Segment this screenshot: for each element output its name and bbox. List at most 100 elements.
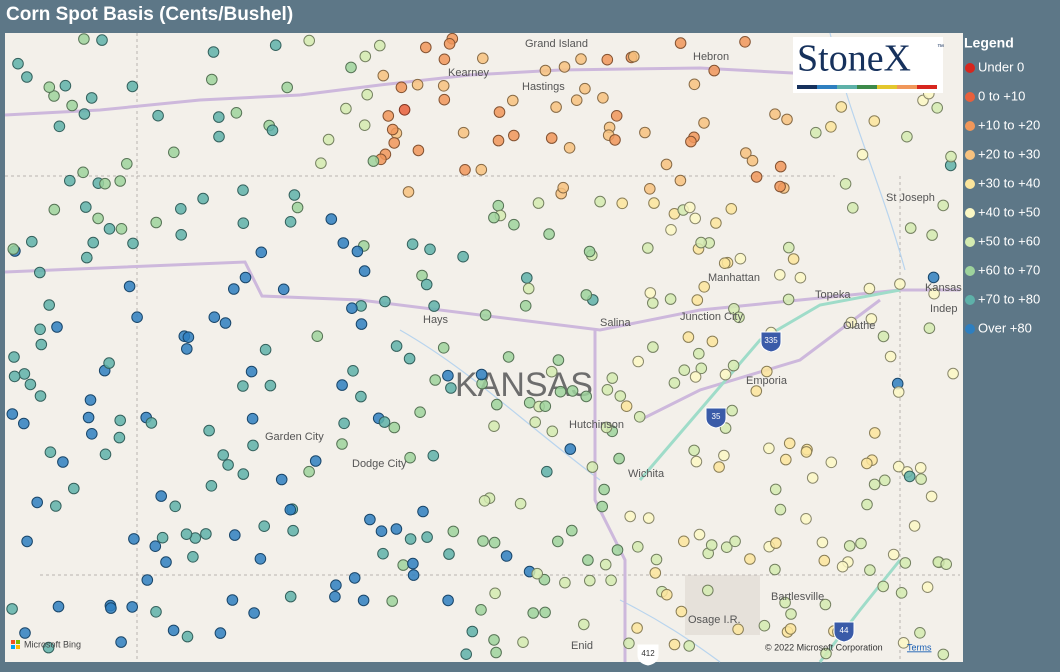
location-dot	[217, 449, 229, 461]
location-dot	[420, 41, 432, 54]
location-dot	[355, 318, 368, 330]
location-dot	[782, 293, 795, 306]
location-dot	[145, 417, 158, 429]
terms-link[interactable]: Terms	[907, 642, 932, 652]
location-dot	[237, 217, 250, 229]
state-border	[5, 33, 960, 662]
location-dot	[940, 558, 953, 571]
location-dot	[246, 412, 259, 425]
location-dot	[718, 257, 731, 270]
road	[639, 298, 881, 422]
location-dot	[490, 646, 502, 659]
location-dot	[82, 411, 95, 424]
location-dot	[770, 537, 782, 549]
location-dot	[416, 269, 428, 282]
location-dot	[378, 416, 391, 428]
location-dot	[303, 465, 315, 478]
location-dot	[693, 347, 705, 360]
location-dot	[539, 606, 551, 619]
location-dot	[222, 459, 234, 471]
location-dot	[175, 203, 187, 215]
location-dot	[897, 637, 910, 649]
place-label: Enid	[571, 640, 593, 652]
location-dot	[388, 137, 401, 149]
location-dot	[750, 171, 763, 183]
logo-stripe	[817, 85, 837, 89]
location-dot	[402, 186, 415, 198]
location-dot	[649, 567, 662, 579]
location-dot	[915, 473, 927, 485]
location-dot	[488, 211, 500, 224]
map: KANSAS	[4, 32, 963, 663]
location-dot	[713, 461, 725, 473]
location-dot	[698, 117, 710, 129]
legend-swatch	[965, 121, 975, 131]
location-dot	[925, 490, 938, 503]
logo-stripe	[897, 85, 917, 89]
location-dot	[584, 574, 596, 587]
location-dot	[825, 456, 838, 469]
location-dot	[479, 309, 492, 321]
location-dot	[80, 201, 92, 213]
location-dot	[674, 174, 687, 187]
location-dot	[600, 421, 613, 434]
legend-label: +60 to +70	[978, 262, 1040, 277]
location-dot	[355, 390, 367, 403]
location-dot	[668, 377, 681, 389]
location-dot	[404, 451, 416, 464]
location-dot	[214, 627, 227, 639]
location-dot	[894, 278, 906, 290]
location-dot	[379, 295, 391, 308]
location-dot	[668, 638, 681, 651]
location-dot	[693, 528, 706, 541]
location-dot	[181, 343, 193, 355]
location-dot	[329, 590, 341, 603]
location-dot	[269, 39, 282, 52]
legend-label: +70 to +80	[978, 291, 1040, 306]
location-dot	[284, 590, 297, 603]
location-dot	[386, 595, 399, 607]
location-dot	[424, 243, 436, 256]
location-dot	[390, 523, 403, 535]
location-dot	[552, 535, 564, 548]
location-dot	[691, 294, 704, 306]
highway-shield	[637, 644, 659, 666]
location-dot	[623, 637, 635, 650]
location-dot	[847, 202, 859, 214]
location-dot	[718, 449, 730, 462]
location-dot	[443, 548, 455, 560]
place-label: Wichita	[628, 468, 665, 480]
location-dot	[114, 175, 126, 187]
location-dot	[429, 374, 442, 386]
location-dot	[769, 108, 781, 120]
place-label: Salina	[600, 317, 631, 329]
state-label: KANSAS	[455, 366, 593, 404]
location-dot	[488, 634, 500, 646]
location-dot	[904, 222, 917, 234]
location-dot	[531, 567, 544, 580]
location-dot	[887, 548, 900, 561]
location-dot	[628, 50, 640, 63]
location-dot	[678, 364, 691, 377]
location-dot	[291, 201, 304, 214]
highway-number: 412	[641, 649, 655, 658]
highway-shield	[760, 331, 782, 353]
location-dot	[437, 342, 450, 354]
location-dot	[616, 197, 629, 210]
location-dot	[197, 192, 209, 205]
location-dot	[928, 287, 940, 300]
road	[593, 330, 627, 662]
location-dot	[8, 351, 20, 363]
location-dot	[931, 102, 944, 114]
logo-stripe	[877, 85, 897, 89]
ms-logo	[16, 645, 20, 649]
location-dot	[348, 572, 361, 584]
location-dot	[259, 343, 272, 356]
location-dot	[99, 177, 111, 190]
location-dot	[337, 237, 350, 249]
location-dot	[502, 351, 515, 363]
location-dot	[763, 442, 775, 455]
location-dot	[780, 453, 792, 466]
location-dot	[685, 135, 697, 148]
location-dot	[631, 622, 643, 634]
